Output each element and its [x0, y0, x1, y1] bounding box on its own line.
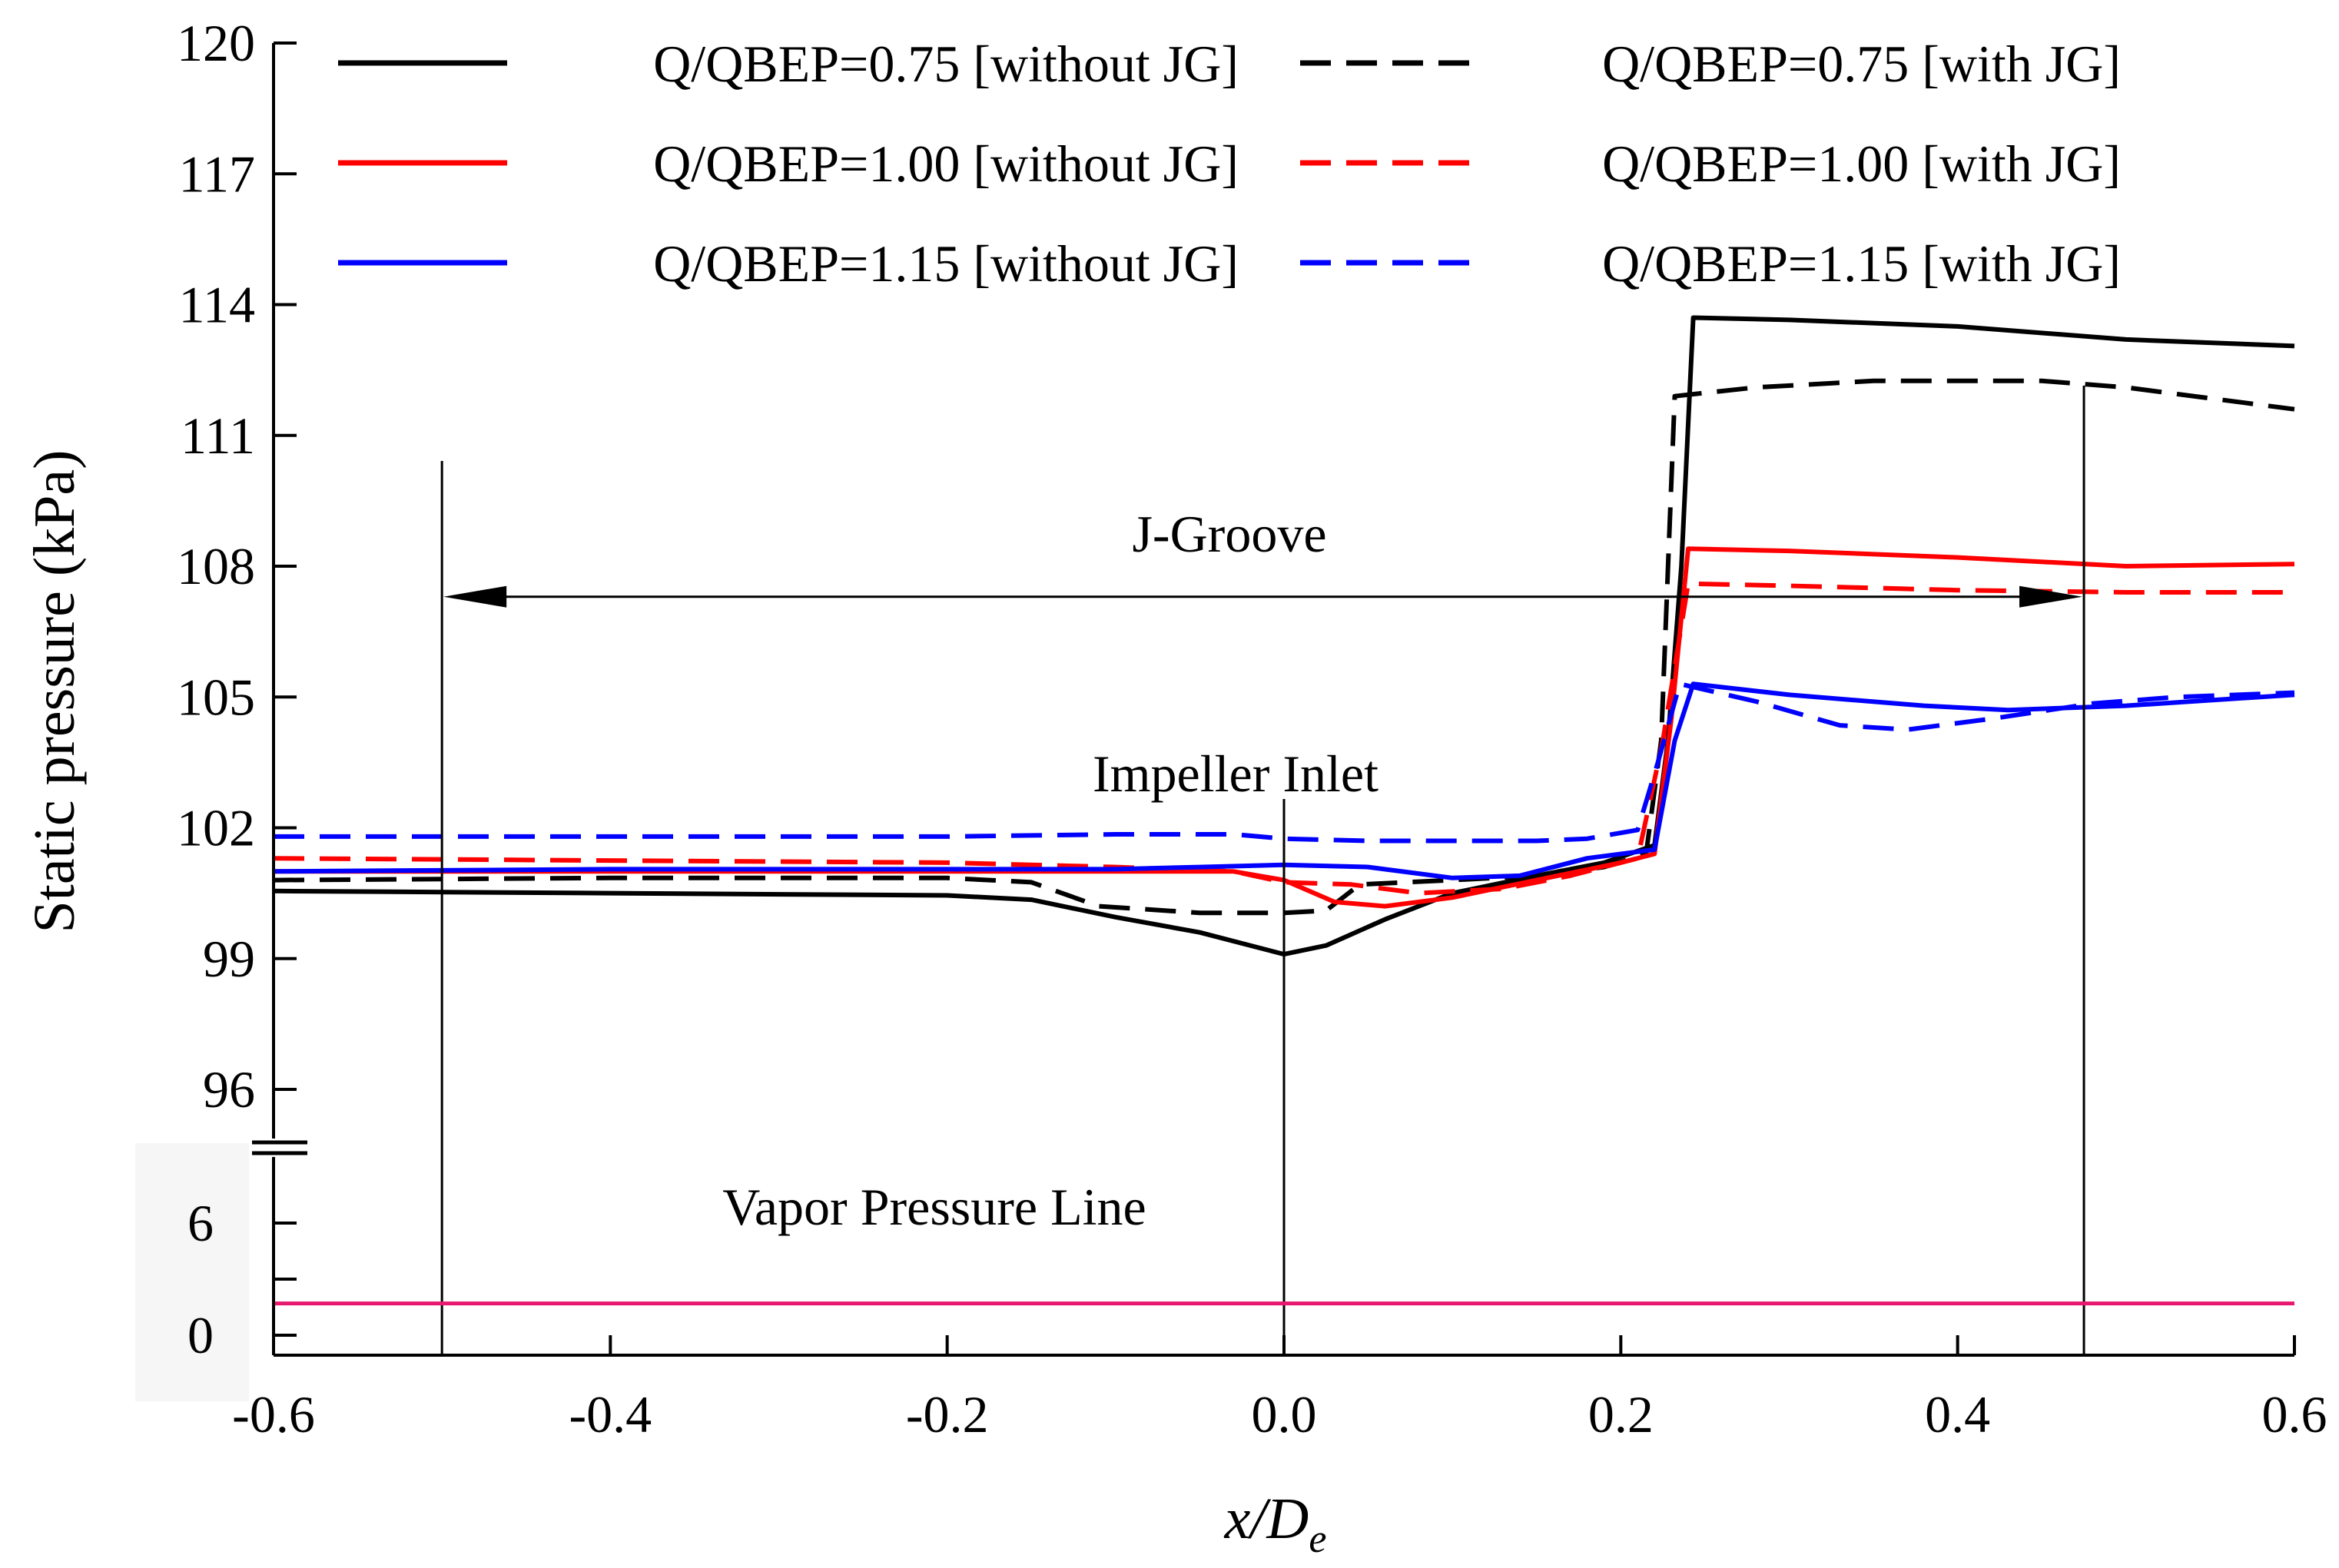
series-line-q-qbep-1-15-with-jg	[274, 681, 2295, 844]
lower-axis-label-background	[135, 1143, 249, 1401]
legend-label: Q/QBEP=1.00 [with JG]	[1602, 134, 2121, 193]
y-tick-label: 111	[181, 406, 255, 465]
x-tick-label: 0.2	[1588, 1385, 1654, 1444]
series-line-q-qbep-0-75-without-jg	[273, 315, 2295, 957]
annotation-layer: J-Groove Impeller Inlet Vapor Pressure Lin…	[274, 386, 2294, 1355]
y-tick-label: 0	[187, 1306, 214, 1364]
axes-layer: 96 99 102 105 108 111 114 117 120 0 6 -0.6 -0.4 -0.2 0…	[177, 14, 2327, 1444]
y-tick-label: 99	[203, 930, 255, 988]
x-tick-label: 0.4	[1925, 1385, 1990, 1444]
legend-label: Q/QBEP=0.75 [with JG]	[1602, 35, 2121, 93]
x-tick-label: 0.0	[1252, 1385, 1317, 1444]
x-tick-label: -0.4	[569, 1385, 652, 1444]
jgroove-arrowhead-right	[2019, 585, 2083, 608]
y-tick-label: 120	[177, 14, 255, 72]
y-tick-label: 105	[177, 668, 255, 726]
y-tick-label: 117	[179, 144, 255, 203]
x-tick-label: 0.6	[2262, 1385, 2327, 1444]
jgroove-arrowhead-left	[443, 585, 507, 608]
legend-label: Q/QBEP=0.75 [without JG]	[653, 35, 1239, 93]
vapor-pressure-label: Vapor Pressure Line	[722, 1178, 1146, 1236]
legend-label: Q/QBEP=1.15 [with JG]	[1602, 234, 2121, 293]
y-tick-label: 96	[203, 1060, 255, 1119]
impeller-inlet-label: Impeller Inlet	[1093, 744, 1379, 803]
legend-label: Q/QBEP=1.00 [without JG]	[653, 134, 1239, 193]
series-line-q-qbep-1-15-without-jg	[273, 681, 2295, 880]
series-layer	[273, 315, 2295, 957]
x-axis-title-main: x/D	[1224, 1487, 1309, 1551]
x-tick-label: -0.2	[906, 1385, 989, 1444]
jgroove-label: J-Groove	[1132, 505, 1326, 563]
y-tick-label: 6	[187, 1194, 214, 1252]
y-axis-title: Static pressure (kPa)	[22, 450, 87, 933]
series-line-q-qbep-1-00-with-jg	[273, 581, 2294, 896]
x-axis-title-subscript: e	[1309, 1517, 1326, 1561]
x-tick-label: -0.6	[232, 1385, 315, 1444]
y-tick-label: 114	[179, 276, 255, 334]
x-axis-title: x/De	[1224, 1487, 1327, 1561]
legend: Q/QBEP=0.75 [without JG] Q/QBEP=0.75 [wit…	[338, 35, 2121, 293]
y-tick-label: 102	[177, 799, 255, 857]
y-tick-label: 108	[177, 537, 255, 595]
legend-label: Q/QBEP=1.15 [without JG]	[653, 234, 1239, 293]
